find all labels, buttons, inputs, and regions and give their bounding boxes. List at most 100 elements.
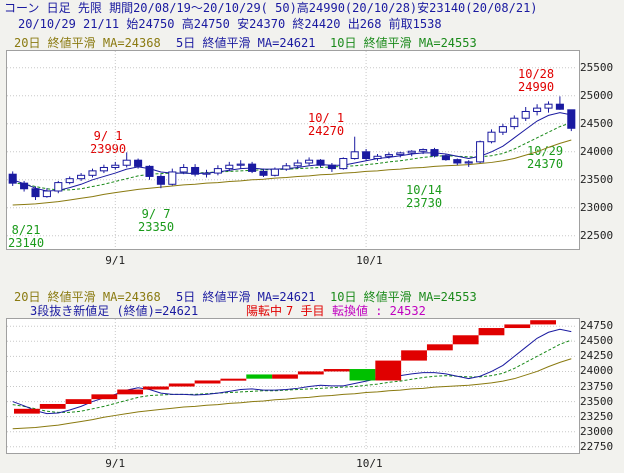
- annotation-date: 10/28: [518, 67, 555, 81]
- new-price-brick: [246, 374, 273, 379]
- top-ma10-line: [12, 122, 572, 191]
- bottom-info-reversal: 転換値 : 24532: [332, 304, 426, 318]
- new-price-brick: [91, 394, 118, 400]
- candle-body: [453, 159, 462, 164]
- new-price-brick: [14, 408, 40, 414]
- bottom-y-tick: 24250: [580, 349, 614, 363]
- annotation-date: 10/29: [527, 144, 564, 158]
- bottom-y-tick: 24000: [580, 364, 614, 378]
- bottom-y-tick: 23250: [580, 409, 614, 423]
- new-price-brick: [530, 320, 556, 325]
- candle-body: [430, 149, 439, 157]
- new-price-brick: [168, 383, 195, 387]
- candle-body: [396, 152, 405, 156]
- new-price-brick: [504, 324, 531, 329]
- candle-body: [407, 150, 416, 154]
- header-line-1: コーン 日足 先限 期間20/08/19～20/10/29( 50)高24990…: [4, 1, 538, 15]
- new-price-brick: [39, 403, 66, 409]
- candle-body: [270, 168, 279, 176]
- candle-body: [168, 171, 177, 185]
- price-annotation: 10/28 24990: [518, 68, 554, 94]
- candle-body: [145, 165, 154, 177]
- candle-body: [555, 103, 564, 110]
- bottom-y-tick: 24750: [580, 319, 614, 333]
- top-y-tick: 23000: [580, 200, 614, 214]
- candle-body: [77, 174, 86, 180]
- new-price-brick: [117, 389, 144, 395]
- candle-body: [339, 158, 348, 170]
- annotation-price: 23140: [8, 236, 45, 250]
- chart-header: コーン 日足 先限 期間20/08/19～20/10/29( 50)高24990…: [0, 0, 624, 34]
- candlestick-panel[interactable]: [6, 50, 580, 250]
- x-tick: 10/1: [356, 457, 383, 470]
- candle-body: [362, 151, 371, 160]
- candle-body: [248, 163, 257, 172]
- bottom-y-tick: 22750: [580, 439, 614, 453]
- candle-body: [156, 175, 165, 185]
- new-price-brick: [272, 374, 298, 379]
- candle-body: [88, 170, 97, 176]
- candle-body: [544, 103, 553, 109]
- new-price-brick: [65, 399, 92, 404]
- top-legend-ma10: 10日 終値平滑 MA=24553: [330, 36, 477, 50]
- candle-body: [373, 155, 382, 160]
- bottom-info-closing: 3段抜き新値足 (終値)=24621: [30, 304, 199, 318]
- price-annotation: 10/ 1 24270: [308, 112, 344, 138]
- candle-body: [65, 178, 74, 184]
- annotation-price: 23730: [406, 196, 443, 210]
- price-annotation: 9/ 7 23350: [138, 208, 174, 234]
- candle-body: [179, 166, 188, 173]
- bottom-legend-ma10: 10日 終値平滑 MA=24553: [330, 290, 477, 304]
- annotation-date: 10/14: [406, 183, 443, 197]
- new-price-brick: [323, 369, 350, 372]
- top-legend-ma5: 5日 終値平滑 MA=24621: [176, 36, 316, 50]
- candle-body: [122, 159, 131, 166]
- candle-body: [282, 165, 291, 170]
- annotation-price: 24370: [527, 157, 564, 171]
- candle-body: [213, 168, 222, 174]
- price-annotation: 8/21 23140: [8, 224, 44, 250]
- x-tick: 9/1: [105, 254, 126, 267]
- x-tick: 10/1: [356, 254, 383, 267]
- candle-body: [42, 190, 51, 198]
- candle-body: [111, 164, 120, 168]
- candle-body: [8, 173, 17, 184]
- candle-body: [327, 164, 336, 170]
- candle-body: [510, 117, 519, 128]
- candle-body: [54, 182, 63, 192]
- annotation-price: 23350: [138, 220, 175, 234]
- bottom-info-trend: 陽転中: [246, 304, 283, 318]
- top-y-tick: 22500: [580, 228, 614, 242]
- candle-body: [384, 154, 393, 157]
- candle-body: [293, 162, 302, 167]
- candle-body: [533, 107, 542, 112]
- annotation-date: 9/ 1: [93, 129, 123, 143]
- candle-body: [191, 166, 200, 175]
- candle-body: [202, 172, 211, 175]
- new-price-brick: [452, 335, 479, 345]
- new-price-brick: [143, 386, 169, 390]
- bottom-legend-ma5: 5日 終値平滑 MA=24621: [176, 290, 316, 304]
- candle-body: [567, 109, 576, 129]
- candle-body: [487, 131, 496, 143]
- candle-body: [350, 151, 359, 160]
- top-y-tick: 25000: [580, 88, 614, 102]
- annotation-price: 23990: [90, 142, 127, 156]
- top-y-tick: 23500: [580, 172, 614, 186]
- bottom-y-tick: 23500: [580, 394, 614, 408]
- bottom-y-tick: 23000: [580, 424, 614, 438]
- candle-body: [31, 188, 40, 198]
- bottom-ma10-line: [12, 339, 572, 413]
- new-price-brick: [401, 350, 427, 361]
- candle-body: [316, 159, 325, 166]
- candle-body: [521, 110, 530, 119]
- annotation-date: 9/ 7: [141, 207, 171, 221]
- annotation-date: 10/ 1: [308, 111, 345, 125]
- bottom-y-tick: 23750: [580, 379, 614, 393]
- annotation-price: 24990: [518, 80, 555, 94]
- top-ma20-line: [12, 139, 572, 206]
- new-price-brick: [478, 328, 505, 336]
- bottom-info-step: 7 手目: [286, 304, 325, 318]
- header-line-2: 20/10/29 21/11 始24750 高24750 安24370 終244…: [18, 17, 442, 31]
